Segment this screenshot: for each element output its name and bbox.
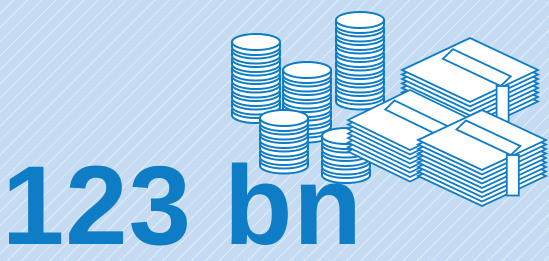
coin-stack: [336, 12, 384, 110]
coin-top: [283, 62, 331, 78]
coin-stack: [232, 34, 280, 123]
bundle-band-side: [497, 86, 509, 122]
headline: 123 bn: [2, 150, 363, 261]
bundle-band-side: [507, 155, 519, 196]
infographic-card: 123 bn: [0, 0, 549, 261]
coin-top: [260, 110, 308, 126]
coin-top: [336, 12, 384, 28]
coin-top: [232, 34, 280, 50]
